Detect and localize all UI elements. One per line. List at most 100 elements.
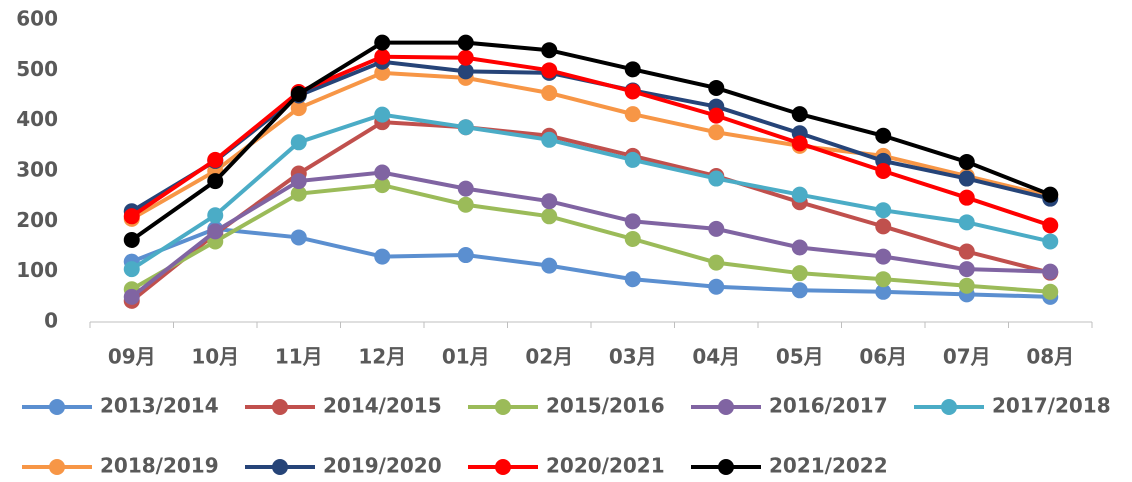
point	[123, 231, 140, 248]
point	[708, 124, 725, 141]
point	[708, 79, 725, 96]
point	[875, 127, 892, 144]
point	[624, 230, 641, 247]
point	[541, 193, 558, 210]
series-line	[130, 40, 1051, 242]
point	[791, 265, 808, 282]
point	[958, 261, 975, 278]
legend-marker	[49, 459, 65, 475]
point	[457, 247, 474, 264]
x-tick-label: 03月	[609, 345, 657, 369]
y-tick-label: 600	[16, 7, 58, 31]
point	[708, 254, 725, 271]
point	[123, 261, 140, 278]
series-line	[130, 120, 1051, 303]
point	[457, 196, 474, 213]
x-tick-label: 06月	[859, 345, 907, 369]
point	[374, 48, 391, 65]
point	[958, 243, 975, 260]
x-tick-label: 11月	[275, 345, 323, 369]
point	[958, 153, 975, 170]
point	[207, 151, 224, 168]
point	[457, 34, 474, 51]
point	[1042, 217, 1059, 234]
x-tick-label: 09月	[108, 345, 156, 369]
y-tick-label: 0	[44, 309, 58, 333]
series-line	[130, 54, 1051, 228]
legend-label: 2020/2021	[546, 454, 665, 478]
point	[958, 277, 975, 294]
x-tick-label: 01月	[442, 345, 490, 369]
legend-label: 2015/2016	[546, 394, 665, 418]
point	[958, 214, 975, 231]
point	[1042, 263, 1059, 280]
series-line	[131, 226, 1051, 299]
series-line	[130, 70, 1051, 221]
point	[624, 106, 641, 123]
point	[374, 164, 391, 181]
point	[708, 170, 725, 187]
point	[207, 223, 224, 240]
point	[290, 85, 307, 102]
point	[123, 288, 140, 305]
point	[1042, 283, 1059, 300]
legend-marker	[272, 459, 288, 475]
point	[875, 248, 892, 265]
legend-label: 2013/2014	[100, 394, 219, 418]
point	[875, 218, 892, 235]
y-tick-label: 400	[16, 107, 58, 131]
x-tick-label: 12月	[358, 345, 406, 369]
point	[374, 177, 391, 194]
point	[624, 83, 641, 100]
legend-marker	[718, 459, 734, 475]
point	[457, 63, 474, 80]
point	[708, 278, 725, 295]
point	[624, 271, 641, 288]
series-line	[130, 112, 1051, 271]
legend-marker	[495, 459, 511, 475]
point	[541, 62, 558, 79]
point	[374, 34, 391, 51]
point	[374, 248, 391, 265]
point	[875, 163, 892, 179]
point	[290, 229, 307, 246]
point	[290, 134, 307, 151]
point	[290, 100, 307, 117]
point	[958, 189, 975, 206]
point	[708, 107, 725, 124]
point	[624, 151, 641, 168]
x-tick-label: 10月	[191, 345, 239, 369]
y-tick-label: 100	[16, 258, 58, 282]
legend-marker	[272, 399, 288, 415]
point	[791, 106, 808, 123]
point	[875, 271, 892, 288]
legend-label: 2016/2017	[769, 394, 888, 418]
point	[541, 131, 558, 148]
x-tick-label: 07月	[943, 345, 991, 369]
legend-label: 2017/2018	[992, 394, 1111, 418]
point	[541, 42, 558, 59]
point	[1042, 233, 1059, 250]
point	[708, 220, 725, 237]
point	[791, 135, 808, 152]
point	[374, 106, 391, 123]
legend-marker	[49, 399, 65, 415]
point	[791, 282, 808, 299]
x-tick-label: 02月	[525, 345, 573, 369]
point	[541, 84, 558, 101]
point	[457, 49, 474, 66]
y-tick-label: 300	[16, 158, 58, 182]
legend-label: 2021/2022	[769, 454, 888, 478]
point	[875, 202, 892, 219]
legend-marker	[941, 399, 957, 415]
point	[290, 173, 307, 190]
point	[541, 257, 558, 274]
point	[958, 170, 975, 187]
x-tick-label: 04月	[692, 345, 740, 369]
point	[791, 239, 808, 256]
point	[875, 283, 892, 300]
point	[457, 119, 474, 136]
point	[624, 61, 641, 78]
legend-marker	[718, 399, 734, 415]
